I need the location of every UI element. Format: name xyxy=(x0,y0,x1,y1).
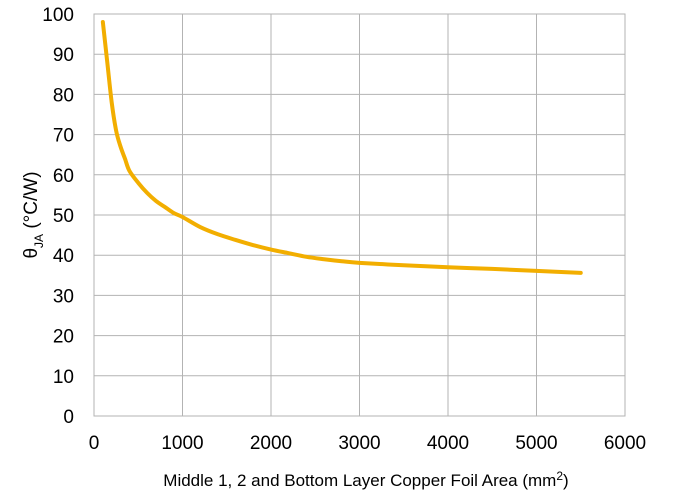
y-tick-label: 60 xyxy=(53,166,74,187)
x-tick-label: 6000 xyxy=(604,433,646,454)
series-group xyxy=(100,20,583,275)
y-tick-label: 50 xyxy=(53,206,74,227)
y-axis-title-main: θ xyxy=(21,248,42,259)
y-tick-label: 40 xyxy=(53,246,74,267)
y-tick-label: 80 xyxy=(53,85,74,106)
y-axis-title: θJA (°C/W) xyxy=(21,171,46,258)
x-tick-label: 5000 xyxy=(515,433,557,454)
y-axis-title-unit: (°C/W) xyxy=(21,171,42,233)
x-axis-title: Middle 1, 2 and Bottom Layer Copper Foil… xyxy=(163,469,568,490)
y-tick-label: 20 xyxy=(53,327,74,348)
series-line xyxy=(100,20,583,275)
x-axis-title-sup: 2 xyxy=(556,469,563,483)
x-axis-title-end: ) xyxy=(563,471,569,490)
y-tick-label: 0 xyxy=(63,407,74,428)
plot-frame xyxy=(93,13,626,417)
x-axis-title-text: Middle 1, 2 and Bottom Layer Copper Foil… xyxy=(163,471,556,490)
y-axis-title-sub: JA xyxy=(32,234,46,248)
y-tick-label: 90 xyxy=(53,45,74,66)
x-tick-label: 0 xyxy=(89,433,100,454)
tick-labels: 0 1000 2000 3000 4000 5000 6000 0 10 20 30 40 50 60 70… xyxy=(42,5,646,454)
x-tick-label: 4000 xyxy=(427,433,469,454)
grid xyxy=(93,13,626,417)
y-tick-label: 70 xyxy=(53,126,74,147)
x-tick-label: 3000 xyxy=(338,433,380,454)
y-tick-label: 10 xyxy=(53,367,74,388)
x-tick-label: 2000 xyxy=(250,433,292,454)
y-tick-label: 30 xyxy=(53,286,74,307)
x-tick-label: 1000 xyxy=(161,433,203,454)
y-tick-label: 100 xyxy=(42,5,74,26)
